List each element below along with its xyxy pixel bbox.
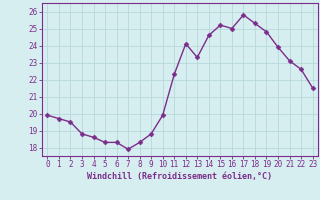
X-axis label: Windchill (Refroidissement éolien,°C): Windchill (Refroidissement éolien,°C) <box>87 172 273 181</box>
